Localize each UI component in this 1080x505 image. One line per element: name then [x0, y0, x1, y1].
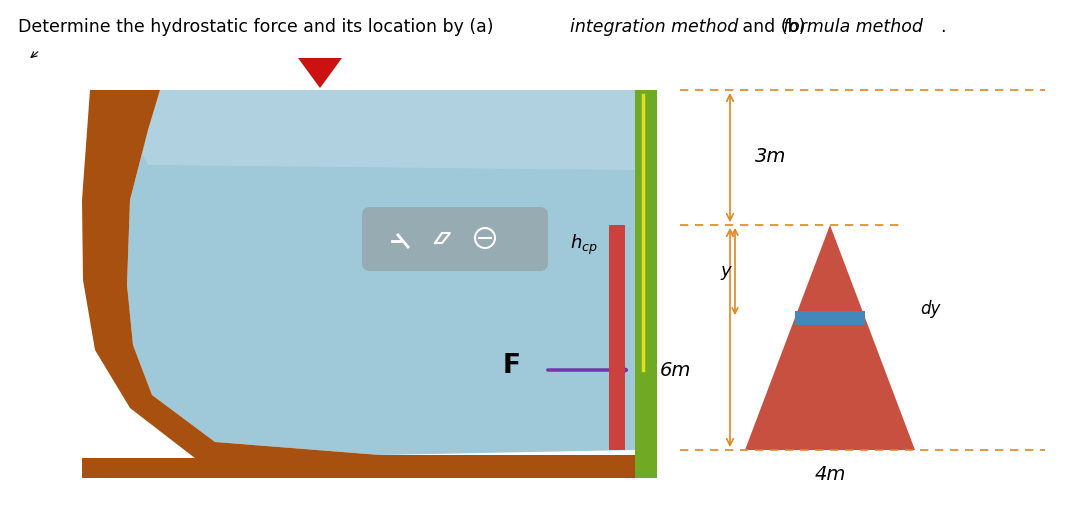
Bar: [795, 311, 865, 325]
Text: $\mathbf{F}$: $\mathbf{F}$: [502, 353, 519, 379]
Polygon shape: [745, 225, 915, 450]
Text: 6m: 6m: [660, 361, 691, 379]
Text: .: .: [940, 18, 945, 36]
Text: $h_{cp}$: $h_{cp}$: [570, 233, 597, 257]
Bar: [82, 458, 635, 478]
Bar: [635, 448, 657, 478]
Text: integration method: integration method: [570, 18, 739, 36]
Text: dy: dy: [920, 300, 941, 318]
Polygon shape: [298, 58, 342, 88]
Polygon shape: [82, 90, 635, 478]
Text: Determine the hydrostatic force and its location by (a): Determine the hydrostatic force and its …: [18, 18, 494, 36]
Bar: [635, 90, 657, 455]
Polygon shape: [127, 90, 635, 455]
Text: formula method: formula method: [783, 18, 923, 36]
Text: 4m: 4m: [814, 465, 846, 484]
Bar: [609, 225, 625, 450]
Text: and (b): and (b): [737, 18, 806, 36]
FancyBboxPatch shape: [362, 207, 548, 271]
Text: y: y: [720, 262, 731, 280]
Text: 3m: 3m: [755, 147, 786, 167]
Polygon shape: [140, 90, 635, 170]
